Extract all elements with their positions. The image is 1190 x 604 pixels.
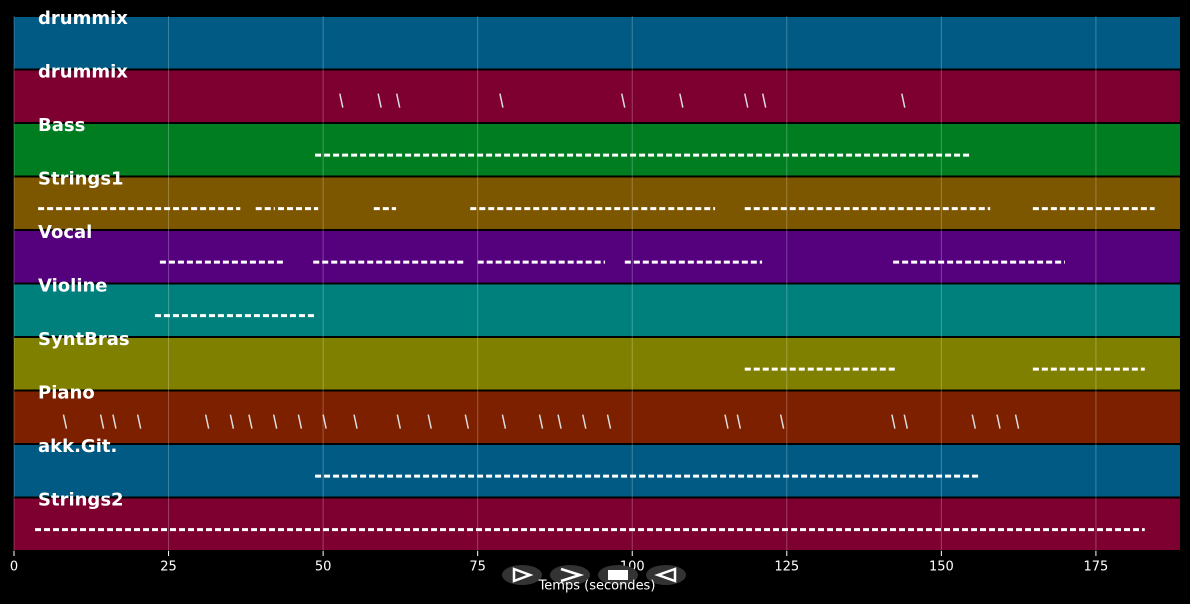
x-tick-label: 75 (469, 560, 486, 575)
track-lane (14, 70, 1180, 122)
note-event (1014, 414, 1020, 429)
controls (502, 565, 686, 585)
track-label: Strings1 (38, 169, 124, 190)
note-event (229, 414, 235, 429)
note-event (112, 414, 117, 429)
forward-icon (560, 567, 585, 583)
note-event (996, 414, 1001, 429)
note-event (903, 414, 908, 429)
note-event (377, 93, 382, 108)
note-event (297, 414, 303, 429)
play-button[interactable] (502, 565, 542, 585)
track-lane (14, 17, 1180, 69)
note-event (272, 414, 278, 429)
note-event (204, 414, 210, 429)
note-event (62, 414, 68, 429)
note-event (606, 414, 612, 429)
track-label: SyntBras (38, 329, 130, 350)
track-lane (14, 231, 1180, 283)
forward-button[interactable] (550, 565, 590, 585)
note-event (971, 414, 977, 429)
track-lane (14, 177, 1180, 229)
track-lane (14, 284, 1180, 336)
note-event (538, 414, 544, 429)
track-label: drummix (38, 62, 128, 83)
track-lane (14, 445, 1180, 497)
note-event (395, 93, 401, 108)
note-event (891, 414, 896, 429)
note-event (99, 414, 105, 429)
note-event (736, 414, 742, 429)
note-event (582, 414, 587, 429)
note-event (136, 414, 142, 429)
stop-icon (608, 570, 628, 580)
note-event (339, 93, 344, 108)
note-event (557, 414, 562, 429)
x-tick-label: 50 (315, 560, 332, 575)
note-event (427, 414, 432, 429)
x-tick-label: 150 (929, 560, 954, 575)
note-event (464, 414, 470, 429)
track-label: Piano (38, 383, 95, 404)
note-event (322, 414, 327, 429)
note-event (396, 414, 402, 429)
note-event (248, 414, 253, 429)
note-event (679, 93, 684, 108)
note-event (779, 414, 785, 429)
track-lane (14, 124, 1180, 176)
back-icon (654, 567, 677, 583)
note-event (761, 93, 767, 108)
x-axis-label: Temps (secondes) (538, 579, 656, 594)
play-icon (512, 567, 534, 583)
x-tick-label: 125 (774, 560, 799, 575)
note-event (901, 93, 906, 108)
track-label: Bass (38, 115, 85, 136)
note-event (501, 414, 507, 429)
track-label: Violine (38, 276, 108, 297)
note-event (620, 93, 626, 108)
note-event (744, 93, 749, 108)
x-tick-label: 0 (10, 560, 18, 575)
note-event (353, 414, 358, 429)
note-event (724, 414, 729, 429)
track-lane (14, 338, 1180, 390)
note-event (499, 93, 504, 108)
track-label: drummix (38, 8, 128, 29)
track-lane (14, 391, 1180, 443)
x-tick-label: 25 (160, 560, 177, 575)
track-label: akk.Git. (38, 436, 117, 457)
track-label: Vocal (38, 222, 92, 243)
x-tick-label: 175 (1084, 560, 1109, 575)
plot: 0 25 50 75 100 125 150 175drummixdrummixBassStr… (10, 8, 1180, 575)
track-lane (14, 498, 1180, 550)
track-label: Strings2 (38, 490, 124, 511)
